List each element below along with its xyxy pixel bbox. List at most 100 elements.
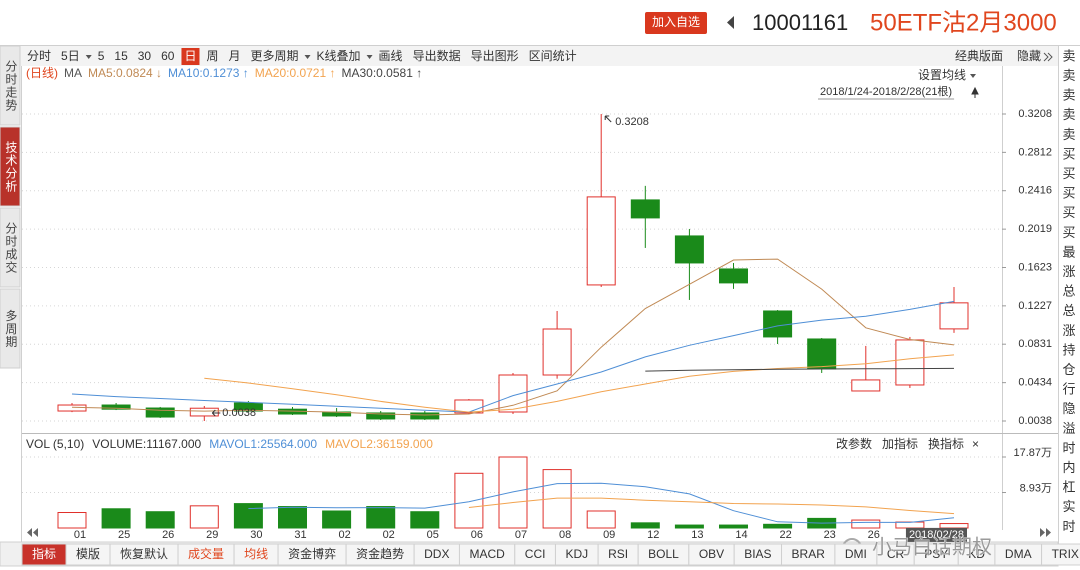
toolbar-item[interactable]: 周 bbox=[206, 49, 218, 63]
add-button-bg[interactable] bbox=[645, 12, 707, 34]
candle-body bbox=[586, 196, 616, 286]
toolbar-item[interactable]: 月 bbox=[229, 49, 241, 63]
legend-item: MA30:0.0581 ↑ bbox=[341, 66, 422, 80]
side-tab-bg[interactable] bbox=[0, 207, 21, 288]
toolbar-item[interactable]: 5日 bbox=[61, 49, 80, 63]
bottom-tab[interactable]: DDX bbox=[424, 547, 449, 561]
toolbar-item[interactable]: 更多周期 bbox=[251, 49, 299, 63]
toolbar-item[interactable]: 画线 bbox=[379, 49, 403, 63]
toolbar-item[interactable]: 区间统计 bbox=[529, 49, 577, 63]
toolbar-item[interactable]: 日 bbox=[184, 49, 196, 63]
bottom-tab[interactable]: 恢复默认 bbox=[120, 546, 168, 561]
bottom-tab[interactable]: BIAS bbox=[744, 547, 771, 561]
volume-bar bbox=[586, 510, 616, 529]
bottom-tab[interactable]: 资金博弈 bbox=[288, 546, 336, 561]
toolbar-bg bbox=[0, 46, 1058, 66]
toolbar-item[interactable]: 经典版面 bbox=[955, 49, 1003, 63]
option-name: 50ETF沽2月3000 bbox=[870, 9, 1057, 36]
x-tick-label: 07 bbox=[515, 529, 527, 541]
bottom-tab[interactable]: PSY bbox=[924, 547, 948, 561]
bottom-tab[interactable]: OBV bbox=[699, 547, 724, 561]
bottom-tab[interactable]: TRIX bbox=[1052, 547, 1079, 561]
scroll-left[interactable] bbox=[27, 528, 38, 537]
prev-arrow[interactable] bbox=[727, 16, 734, 29]
panel-action[interactable]: 改参数 bbox=[836, 436, 872, 451]
min-label: 0.0038 bbox=[222, 407, 256, 419]
bottom-tab[interactable]: DMI bbox=[845, 547, 867, 561]
x-tick-label: 08 bbox=[559, 529, 571, 541]
bottom-tab[interactable]: 指标 bbox=[32, 546, 56, 561]
settings-button[interactable]: 设置均线 bbox=[918, 68, 966, 82]
panel-action[interactable]: 换指标 bbox=[928, 436, 964, 451]
date-range: 2018/1/24-2018/2/28(21根) bbox=[820, 84, 952, 98]
bottom-tab[interactable]: 成交量 bbox=[188, 546, 224, 561]
max-label: 0.3208 bbox=[615, 116, 649, 128]
side-tab-bg[interactable] bbox=[0, 126, 21, 207]
panel-label: 内 bbox=[1062, 460, 1075, 475]
bottom-tab[interactable]: RSI bbox=[608, 547, 628, 561]
side-tab[interactable]: 多周期 bbox=[4, 309, 18, 348]
panel-label: 卖 bbox=[1062, 48, 1075, 63]
panel-label: 买 bbox=[1062, 166, 1075, 181]
bottom-tab[interactable]: BRAR bbox=[792, 547, 826, 561]
panel-label: 行 bbox=[1062, 382, 1075, 397]
bottom-tab[interactable]: 资金趋势 bbox=[356, 546, 404, 561]
y-tick-label: 0.0434 bbox=[1018, 377, 1052, 389]
toolbar-item[interactable]: 60 bbox=[161, 49, 175, 63]
x-tick-label: 31 bbox=[294, 529, 306, 541]
candle-body bbox=[851, 379, 881, 392]
toolbar-item[interactable]: K线叠加 bbox=[317, 49, 361, 63]
watermark: 小马白话期权 bbox=[872, 535, 992, 558]
legend-item: MAVOL1:25564.000 bbox=[209, 437, 317, 451]
volume-bar bbox=[410, 511, 440, 529]
mavol-line bbox=[468, 497, 955, 515]
y-tick-label: 0.2019 bbox=[1018, 223, 1052, 235]
toolbar-item[interactable]: 5 bbox=[98, 49, 105, 63]
ma-line bbox=[71, 258, 955, 416]
bottom-tab-bg[interactable] bbox=[1041, 543, 1080, 566]
bottom-tab[interactable]: MACD bbox=[469, 547, 505, 561]
toolbar-item[interactable]: 隐藏 bbox=[1017, 49, 1041, 63]
side-tab-bg[interactable] bbox=[0, 45, 21, 126]
side-tab[interactable]: 分时成交 bbox=[4, 222, 18, 274]
bottom-tab[interactable]: 均线 bbox=[244, 547, 268, 561]
bottom-tab[interactable]: CCI bbox=[525, 547, 546, 561]
volume-bar bbox=[719, 524, 748, 529]
toolbar-item[interactable]: 导出图形 bbox=[471, 49, 519, 63]
hide-arrow bbox=[1043, 52, 1053, 62]
bottom-tab[interactable]: 模版 bbox=[76, 547, 100, 561]
panel-label: 卖 bbox=[1062, 127, 1075, 142]
y-tick-label: 0.3208 bbox=[1018, 108, 1052, 120]
panel-label: 总 bbox=[1062, 303, 1075, 318]
add-button[interactable]: 加入自选 bbox=[652, 15, 700, 29]
panel-label: 隐 bbox=[1062, 401, 1075, 416]
toolbar-item[interactable]: 30 bbox=[138, 49, 152, 63]
scroll-right[interactable] bbox=[1040, 528, 1051, 537]
bottom-tab[interactable]: CR bbox=[887, 547, 905, 561]
panel-action[interactable]: 加指标 bbox=[882, 436, 918, 451]
bottom-tab[interactable]: KD bbox=[968, 547, 985, 561]
panel-action[interactable]: × bbox=[972, 437, 979, 451]
y-tick-label: 0.2416 bbox=[1018, 185, 1052, 197]
volume-bar bbox=[322, 510, 352, 529]
panel-label: 杠 bbox=[1062, 480, 1075, 495]
side-tab[interactable]: 技术分析 bbox=[4, 141, 18, 193]
panel-label: 卖 bbox=[1062, 88, 1075, 103]
x-tick-label: 29 bbox=[206, 529, 218, 541]
side-tab-bg[interactable] bbox=[0, 288, 21, 369]
bottom-tab[interactable]: KDJ bbox=[565, 547, 588, 561]
legend-item: MA bbox=[64, 66, 82, 80]
toolbar-item[interactable]: 导出数据 bbox=[413, 48, 461, 63]
toolbar-item[interactable]: 分时 bbox=[27, 49, 51, 63]
toolbar-item[interactable]: 15 bbox=[114, 49, 128, 63]
y-tick-label: 8.93万 bbox=[1020, 482, 1052, 494]
volume-bar bbox=[366, 506, 396, 529]
bottom-tab[interactable]: BOLL bbox=[648, 547, 679, 561]
panel-label: 买 bbox=[1062, 146, 1075, 161]
panel-label: 卖 bbox=[1062, 107, 1075, 122]
x-tick-label: 30 bbox=[250, 529, 262, 541]
side-tab[interactable]: 分时走势 bbox=[4, 60, 18, 112]
bottom-tab[interactable]: DMA bbox=[1005, 547, 1032, 561]
panel-label: 总 bbox=[1062, 284, 1075, 299]
